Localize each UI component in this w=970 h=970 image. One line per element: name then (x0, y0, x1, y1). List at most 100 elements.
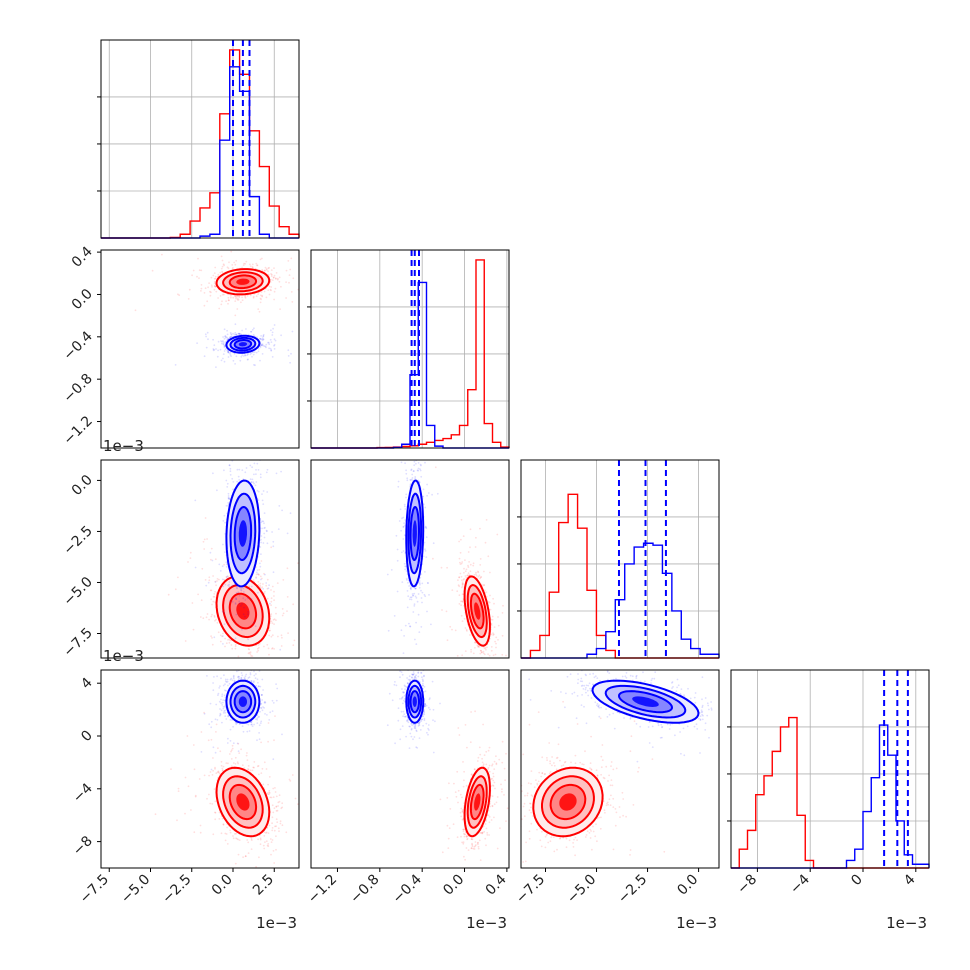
sample-point (485, 665, 487, 667)
sample-point (419, 454, 421, 456)
sample-point (288, 274, 291, 276)
sample-point (493, 816, 495, 819)
sample-point (257, 469, 260, 471)
sample-point (465, 834, 468, 837)
sample-point (208, 723, 211, 726)
sample-point (483, 584, 486, 587)
contour-line-series-1 (233, 505, 253, 562)
sample-point (402, 538, 405, 540)
hist-panel-frame (100, 39, 300, 239)
sample-point (251, 769, 254, 772)
sample-point (234, 295, 237, 298)
sample-point (288, 778, 291, 781)
scatter-panel-2-0 (100, 459, 300, 659)
sample-point (488, 654, 491, 657)
sample-point (267, 722, 270, 724)
sample-point (485, 591, 488, 593)
sample-point (208, 618, 211, 621)
sample-point (478, 646, 481, 648)
sample-point (241, 603, 243, 605)
sample-point (260, 535, 263, 537)
sample-point (462, 535, 465, 537)
sample-point (264, 841, 266, 843)
sample-point (420, 475, 423, 478)
sample-point (440, 566, 443, 569)
sample-point (267, 273, 270, 276)
sample-point (482, 723, 484, 726)
sample-point (233, 352, 236, 355)
contour-line-series-0 (222, 584, 264, 639)
sample-point (262, 333, 265, 336)
sample-point (274, 277, 277, 280)
sample-point (479, 564, 482, 566)
sample-point (263, 536, 266, 539)
sample-point (222, 343, 225, 345)
sample-point (266, 468, 269, 471)
sample-point (488, 601, 491, 604)
sample-point (270, 841, 273, 843)
sample-point (278, 280, 281, 283)
sample-point (428, 594, 430, 596)
sample-point (415, 452, 417, 454)
sample-point (270, 604, 272, 607)
sample-point (461, 583, 464, 586)
sample-point (400, 551, 403, 554)
sample-point (461, 620, 464, 622)
sample-point (470, 651, 472, 653)
sample-point (271, 334, 274, 336)
sample-point (251, 478, 254, 481)
sample-point (501, 653, 504, 656)
sample-point (488, 834, 490, 836)
sample-point (264, 345, 267, 348)
sample-point (456, 590, 459, 593)
contour-line-series-0 (228, 274, 258, 290)
sample-point (481, 761, 484, 764)
scatter-panel-frame (100, 669, 300, 869)
sample-point (255, 718, 257, 721)
sample-point (217, 273, 220, 276)
sample-point (237, 853, 240, 856)
sample-point (212, 746, 215, 749)
sample-point (259, 685, 262, 688)
sample-point (235, 333, 238, 336)
sample-point (413, 603, 416, 606)
sample-point (216, 719, 219, 721)
sample-point (235, 586, 238, 589)
sample-point (231, 647, 234, 650)
sample-point (237, 675, 240, 678)
sample-point (231, 268, 234, 270)
sample-point (223, 623, 226, 626)
sample-point (223, 338, 226, 340)
sample-point (258, 856, 260, 859)
sample-point (206, 300, 209, 303)
contour-line-series-1 (229, 684, 257, 719)
sample-point (488, 816, 491, 818)
sample-point (243, 606, 245, 609)
sample-point (274, 787, 276, 789)
sample-point (257, 490, 260, 493)
sample-point (250, 481, 253, 483)
sample-point (461, 585, 464, 587)
sample-point (252, 351, 255, 354)
sample-point (266, 530, 268, 533)
sample-point (212, 595, 215, 598)
sample-point (418, 586, 421, 589)
sample-point (210, 598, 213, 601)
sample-point (406, 606, 409, 609)
sample-point (411, 478, 413, 481)
sample-point (246, 354, 249, 357)
sample-point (244, 855, 247, 858)
sample-point (471, 845, 474, 848)
sample-point (194, 794, 197, 797)
sample-point (265, 529, 268, 532)
sample-point (223, 514, 226, 517)
sample-point (213, 595, 216, 598)
sample-point (414, 477, 416, 480)
sample-point (465, 784, 468, 787)
sample-point (238, 332, 241, 335)
sample-point (241, 469, 244, 471)
sample-point (238, 296, 241, 299)
sample-point (458, 585, 461, 588)
sample-point (275, 805, 278, 808)
sample-point (271, 710, 274, 712)
